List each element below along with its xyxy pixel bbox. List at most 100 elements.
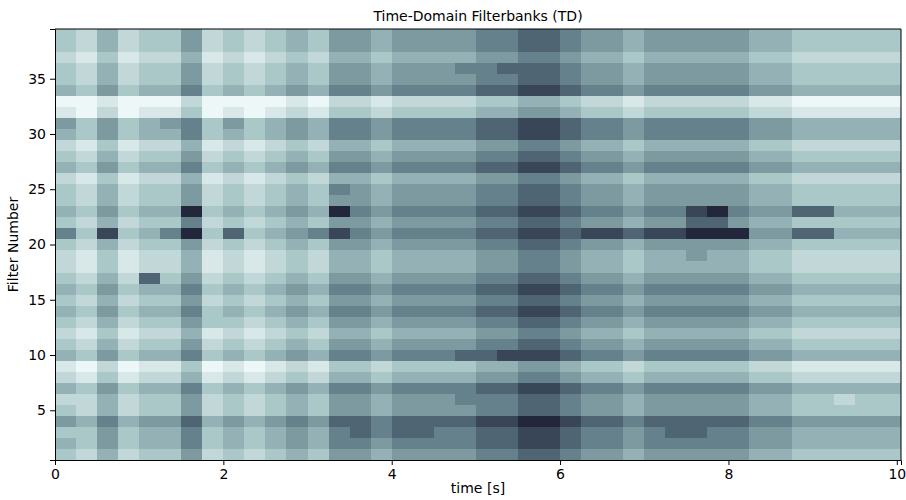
heatmap-cell	[392, 349, 413, 360]
heatmap-cell	[455, 140, 476, 151]
heatmap-cell	[665, 184, 686, 195]
heatmap-cell	[644, 173, 665, 184]
heatmap-cell	[139, 416, 160, 427]
heatmap-cell	[118, 327, 139, 338]
heatmap-cell	[876, 162, 901, 173]
heatmap-cell	[813, 305, 834, 316]
heatmap-cell	[581, 416, 602, 427]
heatmap-cell	[539, 51, 560, 62]
heatmap-cell	[876, 84, 901, 95]
heatmap-cell	[413, 162, 434, 173]
heatmap-cell	[813, 117, 834, 128]
heatmap-cell	[876, 51, 901, 62]
heatmap-cell	[728, 272, 749, 283]
heatmap-cell	[665, 140, 686, 151]
heatmap-cell	[97, 394, 118, 405]
heatmap-cell	[265, 239, 286, 250]
heatmap-cell	[223, 206, 244, 217]
heatmap-cell	[623, 29, 644, 40]
heatmap-cell	[160, 427, 181, 438]
heatmap-cell	[286, 162, 307, 173]
heatmap-cell	[707, 261, 728, 272]
heatmap-cell	[434, 40, 455, 51]
heatmap-cell	[329, 261, 350, 272]
heatmap-cell	[518, 283, 539, 294]
heatmap-cell	[434, 206, 455, 217]
heatmap-cell	[497, 173, 518, 184]
y-tick-label: 25	[28, 181, 46, 197]
heatmap-cell	[602, 40, 623, 51]
heatmap-cell	[560, 294, 581, 305]
heatmap-cell	[118, 173, 139, 184]
heatmap-cell	[160, 95, 181, 106]
heatmap-cell	[350, 140, 371, 151]
y-tick-label: 30	[28, 126, 46, 142]
heatmap-cell	[518, 316, 539, 327]
heatmap-cell	[392, 29, 413, 40]
heatmap-cell	[855, 283, 876, 294]
heatmap-cell	[392, 128, 413, 139]
heatmap-cell	[707, 128, 728, 139]
heatmap-cell	[223, 349, 244, 360]
heatmap-cell	[329, 427, 350, 438]
heatmap-cell	[181, 228, 202, 239]
heatmap-cell	[728, 294, 749, 305]
heatmap-cell	[686, 151, 707, 162]
heatmap-cell	[834, 383, 855, 394]
heatmap-cell	[76, 95, 97, 106]
heatmap-cell	[455, 173, 476, 184]
heatmap-cell	[813, 40, 834, 51]
heatmap-cell	[518, 95, 539, 106]
heatmap-cell	[371, 40, 392, 51]
heatmap-cell	[518, 40, 539, 51]
heatmap-cell	[560, 162, 581, 173]
heatmap-cell	[581, 327, 602, 338]
x-tick-mark	[223, 460, 224, 465]
heatmap-cell	[665, 372, 686, 383]
heatmap-cell	[329, 40, 350, 51]
heatmap-cell	[350, 239, 371, 250]
heatmap-cell	[139, 95, 160, 106]
heatmap-cell	[581, 316, 602, 327]
heatmap-cell	[539, 151, 560, 162]
heatmap-cell	[644, 151, 665, 162]
heatmap-cell	[350, 151, 371, 162]
heatmap-cell	[413, 349, 434, 360]
heatmap-cell	[665, 206, 686, 217]
heatmap-cell	[623, 272, 644, 283]
heatmap-cell	[686, 217, 707, 228]
heatmap-cell	[244, 383, 265, 394]
heatmap-cell	[665, 272, 686, 283]
heatmap-cell	[792, 29, 813, 40]
heatmap-cell	[749, 327, 770, 338]
heatmap-cell	[244, 427, 265, 438]
heatmap-cell	[265, 117, 286, 128]
heatmap-cell	[392, 261, 413, 272]
heatmap-cell	[728, 383, 749, 394]
heatmap-cell	[834, 250, 855, 261]
heatmap-cell	[602, 106, 623, 117]
heatmap-cell	[539, 294, 560, 305]
heatmap-cell	[455, 84, 476, 95]
heatmap-cell	[455, 128, 476, 139]
heatmap-cell	[434, 416, 455, 427]
heatmap-cell	[707, 239, 728, 250]
heatmap-cell	[644, 394, 665, 405]
frame-right	[901, 29, 902, 460]
heatmap-cell	[771, 95, 792, 106]
heatmap-cell	[876, 106, 901, 117]
heatmap-cell	[392, 283, 413, 294]
heatmap-cell	[371, 316, 392, 327]
heatmap-cell	[76, 305, 97, 316]
heatmap-cell	[497, 405, 518, 416]
heatmap-cell	[560, 383, 581, 394]
heatmap-cell	[434, 272, 455, 283]
heatmap-cell	[118, 140, 139, 151]
heatmap-cell	[434, 383, 455, 394]
heatmap-cell	[623, 316, 644, 327]
heatmap-cell	[686, 117, 707, 128]
x-axis-line	[56, 461, 902, 466]
heatmap-cell	[771, 151, 792, 162]
heatmap-cell	[97, 195, 118, 206]
heatmap-cell	[497, 151, 518, 162]
